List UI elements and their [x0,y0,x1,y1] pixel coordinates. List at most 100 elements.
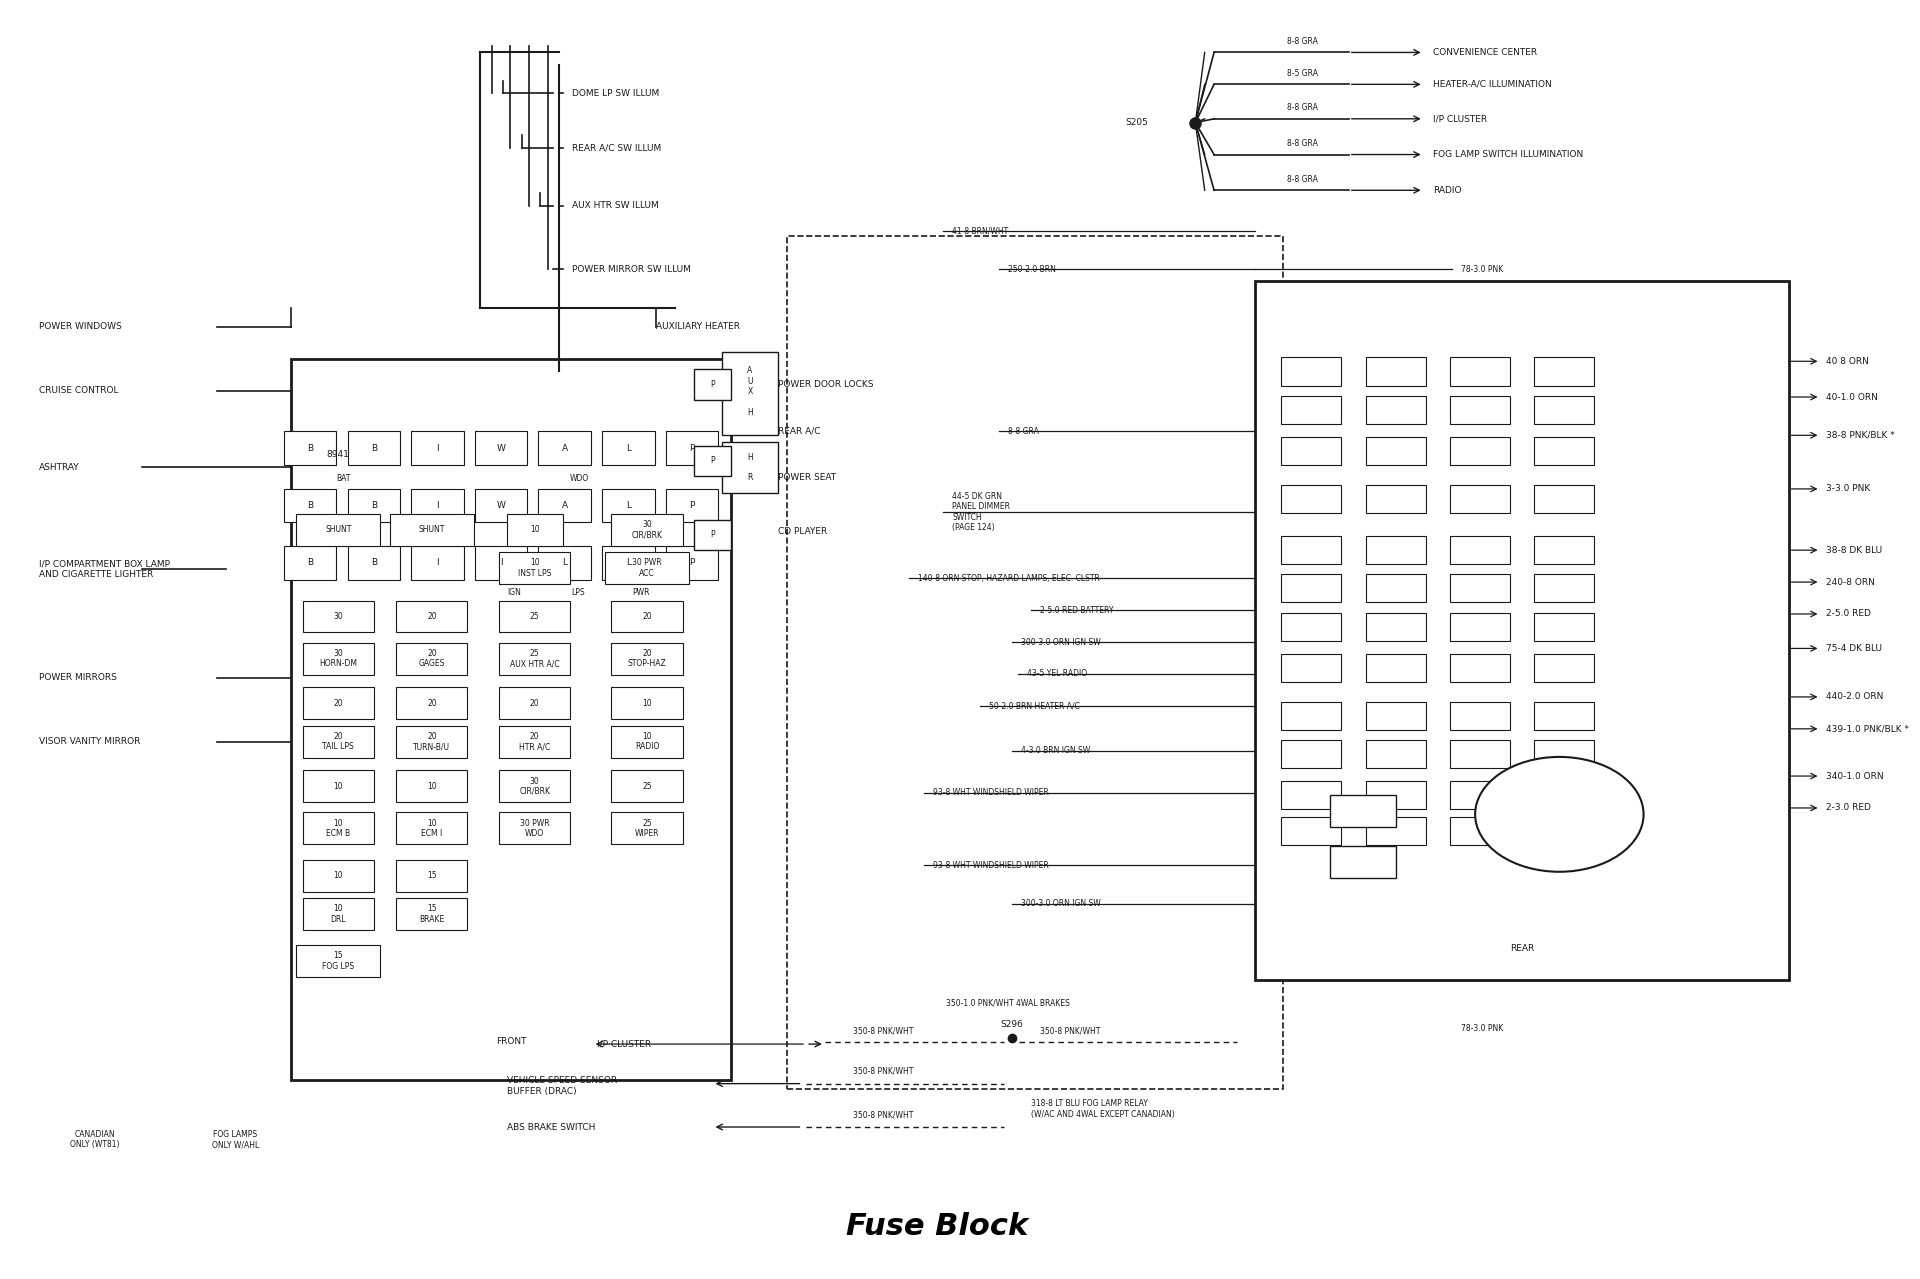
Text: 15
BRAKE: 15 BRAKE [419,904,444,923]
Text: 350-8 PNK/WHT: 350-8 PNK/WHT [852,1026,914,1035]
Text: 10
ECM I: 10 ECM I [420,819,442,838]
Text: 350-1.0 PNK/WHT 4WAL BRAKES: 350-1.0 PNK/WHT 4WAL BRAKES [947,999,1069,1008]
Text: POWER DOOR LOCKS: POWER DOOR LOCKS [778,380,874,389]
Text: 8-8 GRA: 8-8 GRA [1286,175,1317,184]
Bar [1534,702,1594,730]
Text: B: B [371,444,376,453]
Text: H: H [747,453,753,462]
Text: B: B [307,559,313,568]
Text: 8-8 GRA: 8-8 GRA [1286,104,1317,113]
Bar [499,601,570,633]
Text: VEHICLE SPEED SENSOR
BUFFER (DRAC): VEHICLE SPEED SENSOR BUFFER (DRAC) [507,1077,616,1096]
Bar [348,431,399,464]
Text: POWER MIRROR SW ILLUM: POWER MIRROR SW ILLUM [572,265,691,274]
Bar [1534,436,1594,464]
Text: S205: S205 [1125,118,1148,127]
Bar [722,441,778,492]
Text: 350-8 PNK/WHT: 350-8 PNK/WHT [1041,1026,1100,1035]
Bar [1450,395,1509,423]
Text: I/P CLUSTER: I/P CLUSTER [1432,114,1488,123]
Bar [1450,613,1509,641]
Text: 350-8 PNK/WHT: 350-8 PNK/WHT [852,1110,914,1119]
Text: 440-2.0 ORN: 440-2.0 ORN [1826,692,1884,701]
Bar [396,812,467,844]
Bar [1281,395,1342,423]
Bar [499,770,570,802]
Bar [1534,357,1594,385]
Bar [1365,654,1425,682]
Bar [1450,536,1509,564]
Text: BAT: BAT [336,473,351,482]
Bar [1365,702,1425,730]
Bar [611,687,684,719]
Bar [1450,781,1509,810]
Text: W: W [497,444,505,453]
Bar [1281,613,1342,641]
Text: DOME LP SW ILLUM: DOME LP SW ILLUM [572,88,659,97]
Bar [611,770,684,802]
Bar [722,352,778,435]
Text: REAR A/C: REAR A/C [778,427,820,436]
Text: P: P [689,444,695,453]
Bar [1365,357,1425,385]
Text: 340-1.0 ORN: 340-1.0 ORN [1826,771,1884,780]
Bar [1281,485,1342,513]
Bar [1534,613,1594,641]
Bar [1450,654,1509,682]
Text: POWER SEAT: POWER SEAT [778,473,835,482]
Bar [411,546,463,579]
Text: 350-8 PNK/WHT: 350-8 PNK/WHT [852,1067,914,1076]
Bar [1450,817,1509,845]
Text: B: B [307,444,313,453]
Bar [1281,817,1342,845]
Text: FRONT: FRONT [495,1037,526,1046]
Text: H: H [747,408,753,417]
Bar [787,237,1283,1088]
Bar [303,898,374,930]
Bar [292,358,732,1079]
Bar [1281,536,1342,564]
Text: IGN: IGN [507,588,520,597]
Text: 78-3.0 PNK: 78-3.0 PNK [1461,1024,1503,1033]
Text: 15
FOG LPS: 15 FOG LPS [323,952,355,971]
Bar [1256,281,1789,980]
Text: VISOR VANITY MIRROR: VISOR VANITY MIRROR [38,737,140,746]
Bar [1331,847,1396,879]
Bar [296,514,380,546]
Text: 10
ECM B: 10 ECM B [326,819,349,838]
Text: R: R [747,473,753,482]
Text: 38-8 PNK/BLK *: 38-8 PNK/BLK * [1826,431,1895,440]
Bar [348,489,399,522]
Text: PWR: PWR [634,588,651,597]
Text: ASHTRAY: ASHTRAY [38,463,79,472]
Bar [1450,741,1509,769]
Bar [1331,796,1396,828]
Text: 140-8 ORN STOP, HAZARD LAMPS, ELEC. CLSTR: 140-8 ORN STOP, HAZARD LAMPS, ELEC. CLST… [918,574,1100,583]
Text: CD PLAYER: CD PLAYER [778,527,828,536]
Text: 2-3.0 RED: 2-3.0 RED [1826,803,1870,812]
Text: 10: 10 [426,781,436,790]
Text: SHUNT: SHUNT [419,526,445,535]
Text: W: W [497,501,505,510]
Text: 8-5 GRA: 8-5 GRA [1286,69,1317,78]
Bar [1450,485,1509,513]
Text: S296: S296 [1000,1021,1023,1030]
Text: L: L [626,559,632,568]
Text: CRUISE CONTROL: CRUISE CONTROL [38,386,119,395]
Bar [396,898,467,930]
Text: I: I [436,444,440,453]
Text: 15: 15 [426,871,436,880]
Text: REAR A/C SW ILLUM: REAR A/C SW ILLUM [572,143,660,152]
Text: L: L [563,559,566,568]
Bar [507,514,563,546]
Bar [348,546,399,579]
Bar [1365,781,1425,810]
Text: 4-3.0 BRN IGN SW: 4-3.0 BRN IGN SW [1021,746,1091,755]
Text: B: B [371,559,376,568]
Text: 8941: 8941 [326,450,349,459]
Text: 8-8 GRA: 8-8 GRA [1286,139,1317,148]
Text: AUXILIARY HEATER: AUXILIARY HEATER [657,322,741,331]
Bar [1365,536,1425,564]
Bar [1534,485,1594,513]
Bar [499,553,570,585]
